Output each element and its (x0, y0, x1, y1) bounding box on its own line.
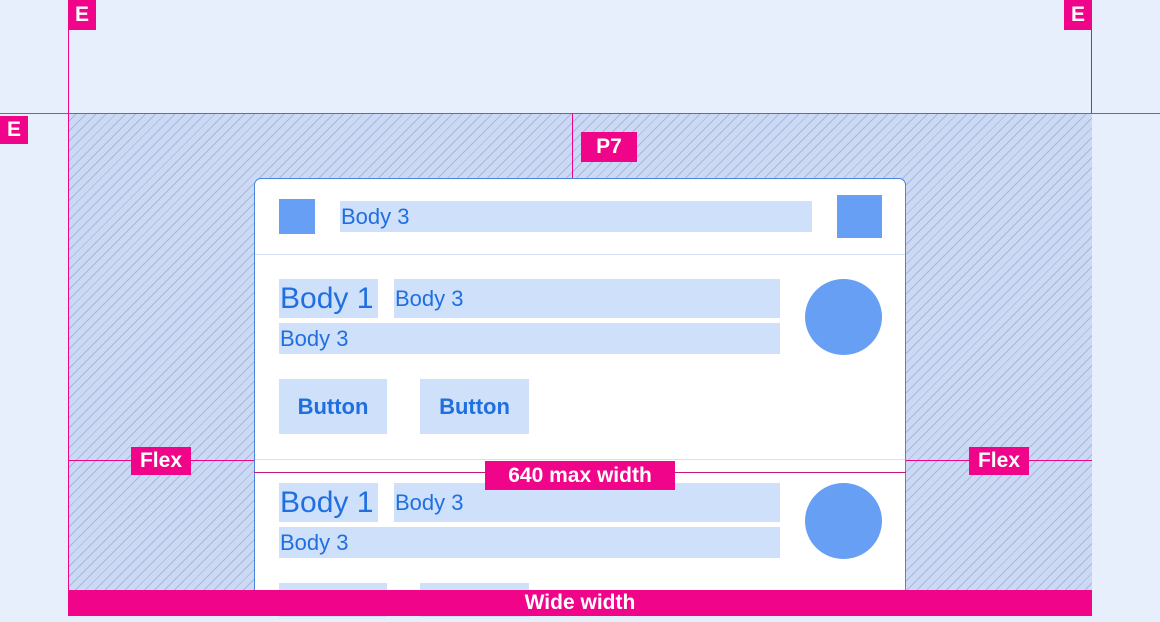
header-text: Body 3 (340, 201, 812, 232)
trailing-icon-placeholder[interactable] (837, 195, 882, 238)
padding-label: P7 (581, 132, 637, 162)
wide-width-bar: Wide width (68, 590, 1092, 616)
button-2[interactable]: Button (420, 379, 529, 434)
flex-label-right: Flex (969, 447, 1029, 475)
section-subtitle: Body 3 (394, 279, 780, 318)
flex-label-left: Flex (131, 447, 191, 475)
avatar (805, 279, 882, 355)
card: Body 3 Body 1 Body 3 Body 3 Button Butto… (254, 178, 906, 621)
edge-label: E (68, 0, 96, 30)
max-width-label: 640 max width (485, 461, 675, 490)
divider (255, 254, 905, 255)
card-section: Body 1 Body 3 Body 3 Button Button (255, 279, 905, 434)
section-title: Body 1 (279, 483, 378, 522)
left-guide-line (68, 0, 69, 590)
leading-icon-placeholder (279, 199, 315, 234)
section-body: Body 3 (279, 323, 780, 354)
padding-guide-line (572, 113, 573, 178)
edge-label: E (1064, 0, 1092, 30)
button-1[interactable]: Button (279, 379, 387, 434)
right-guide-line (1091, 0, 1092, 113)
top-guide-line (0, 113, 1160, 114)
section-body: Body 3 (279, 527, 780, 558)
edge-label: E (0, 116, 28, 144)
section-title: Body 1 (279, 279, 378, 318)
divider (255, 459, 905, 460)
avatar (805, 483, 882, 559)
